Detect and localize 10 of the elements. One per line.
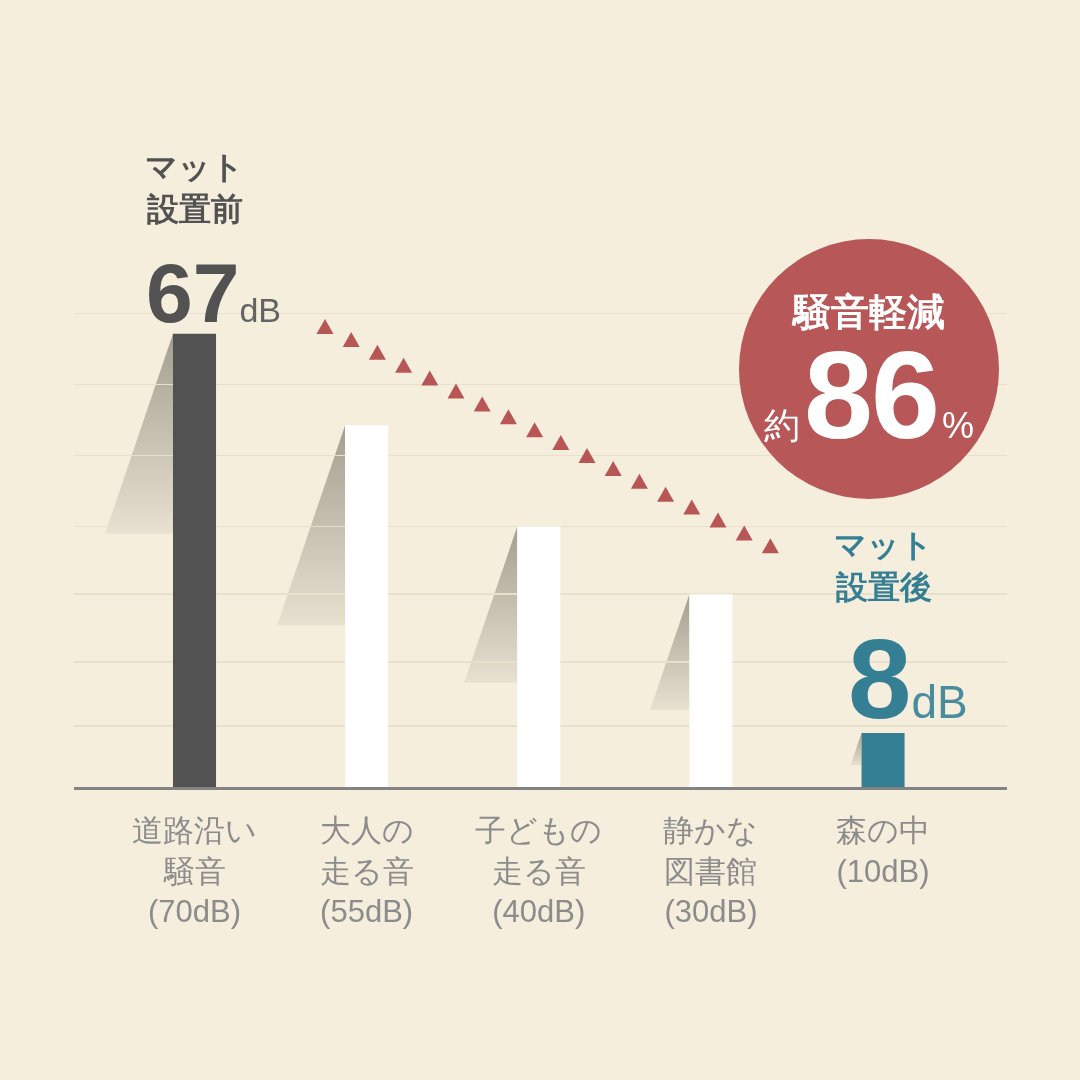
data-label: 8dB bbox=[848, 615, 968, 742]
text: マット設置前 bbox=[145, 149, 244, 227]
x-tick-label: 大人の走る音(55dB) bbox=[319, 813, 414, 929]
x-tick-label: 子どもの走る音(40dB) bbox=[475, 813, 603, 929]
x-tick-label: 森の中(10dB) bbox=[836, 813, 931, 889]
x-tick-label: 道路沿い騒音(70dB) bbox=[132, 813, 257, 929]
x-tick-label: 静かな図書館(30dB) bbox=[663, 813, 759, 929]
bar bbox=[172, 333, 217, 787]
data-label: 67dB bbox=[146, 246, 282, 340]
annotation: マット設置後 bbox=[834, 527, 933, 605]
